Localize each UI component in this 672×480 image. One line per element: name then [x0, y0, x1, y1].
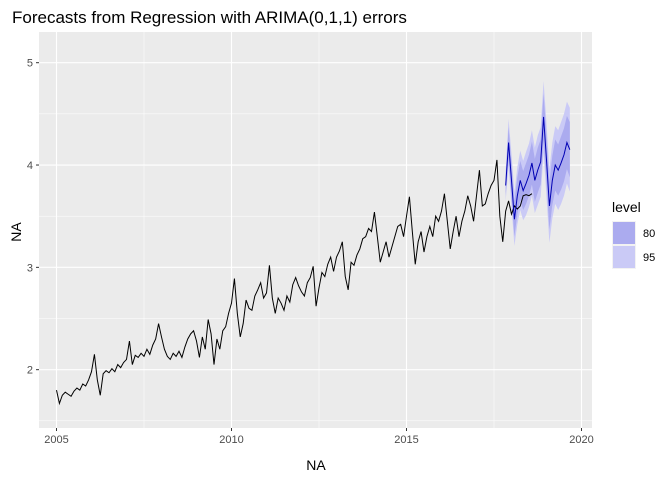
- legend-label-95: 95: [643, 252, 655, 264]
- y-tick-label: 5: [27, 58, 33, 70]
- forecast-line: [505, 116, 571, 220]
- x-axis-label: NA: [306, 457, 326, 473]
- x-axis: 2005 2010 2015 2020: [44, 428, 594, 446]
- y-tick-label: 3: [27, 262, 33, 274]
- legend-key-80: [613, 222, 635, 244]
- x-tick-label: 2010: [219, 434, 243, 446]
- legend-label-80: 80: [643, 228, 655, 240]
- y-axis: 2 3 4 5: [27, 58, 39, 377]
- y-tick-label: 4: [27, 160, 33, 172]
- legend-key-95: [613, 246, 635, 268]
- x-tick-label: 2020: [569, 434, 593, 446]
- plot-panel: [39, 32, 592, 428]
- y-tick-label: 2: [27, 365, 33, 377]
- history-line: [56, 159, 533, 406]
- y-axis-label: NA: [8, 222, 24, 242]
- series-lines: [56, 116, 571, 406]
- chart-title: Forecasts from Regression with ARIMA(0,1…: [12, 8, 407, 27]
- x-tick-label: 2005: [44, 434, 68, 446]
- legend-title: level: [612, 199, 641, 215]
- grid-lines: [39, 32, 592, 428]
- x-tick-label: 2015: [394, 434, 418, 446]
- legend: level 80 95: [612, 199, 655, 269]
